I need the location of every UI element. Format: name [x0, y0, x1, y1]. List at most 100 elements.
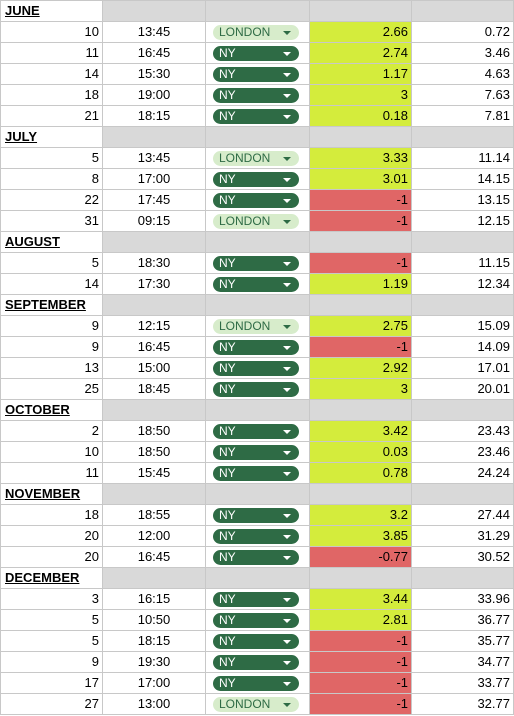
session-dropdown-chip[interactable]: NY: [213, 172, 299, 187]
cumulative-total-cell[interactable]: 13.15: [412, 190, 514, 211]
time-cell[interactable]: 12:15: [103, 316, 206, 337]
day-cell[interactable]: 14: [0, 274, 103, 295]
time-cell[interactable]: 15:00: [103, 358, 206, 379]
session-cell[interactable]: NY: [206, 169, 310, 190]
session-cell[interactable]: NY: [206, 337, 310, 358]
time-cell[interactable]: 17:00: [103, 169, 206, 190]
header-empty-cell[interactable]: [206, 127, 310, 148]
result-cell[interactable]: 2.92: [310, 358, 412, 379]
dropdown-arrow-icon[interactable]: [283, 388, 291, 392]
day-cell[interactable]: 11: [0, 43, 103, 64]
cumulative-total-cell[interactable]: 17.01: [412, 358, 514, 379]
session-cell[interactable]: NY: [206, 421, 310, 442]
header-empty-cell[interactable]: [310, 295, 412, 316]
result-cell[interactable]: 1.19: [310, 274, 412, 295]
dropdown-arrow-icon[interactable]: [283, 619, 291, 623]
cumulative-total-cell[interactable]: 14.15: [412, 169, 514, 190]
time-cell[interactable]: 18:15: [103, 631, 206, 652]
session-dropdown-chip[interactable]: NY: [213, 382, 299, 397]
result-cell[interactable]: 2.81: [310, 610, 412, 631]
time-cell[interactable]: 09:15: [103, 211, 206, 232]
cumulative-total-cell[interactable]: 7.63: [412, 85, 514, 106]
session-dropdown-chip[interactable]: NY: [213, 655, 299, 670]
time-cell[interactable]: 19:30: [103, 652, 206, 673]
day-cell[interactable]: 8: [0, 169, 103, 190]
header-empty-cell[interactable]: [310, 1, 412, 22]
day-cell[interactable]: 31: [0, 211, 103, 232]
time-cell[interactable]: 13:45: [103, 148, 206, 169]
month-label[interactable]: JUNE: [0, 1, 103, 22]
session-dropdown-chip[interactable]: LONDON: [213, 151, 299, 166]
day-cell[interactable]: 20: [0, 547, 103, 568]
time-cell[interactable]: 18:30: [103, 253, 206, 274]
dropdown-arrow-icon[interactable]: [283, 199, 291, 203]
cumulative-total-cell[interactable]: 11.15: [412, 253, 514, 274]
cumulative-total-cell[interactable]: 23.46: [412, 442, 514, 463]
session-cell[interactable]: NY: [206, 274, 310, 295]
dropdown-arrow-icon[interactable]: [283, 556, 291, 560]
result-cell[interactable]: 3.01: [310, 169, 412, 190]
time-cell[interactable]: 17:45: [103, 190, 206, 211]
dropdown-arrow-icon[interactable]: [283, 661, 291, 665]
cumulative-total-cell[interactable]: 34.77: [412, 652, 514, 673]
header-empty-cell[interactable]: [412, 232, 514, 253]
day-cell[interactable]: 9: [0, 652, 103, 673]
month-label[interactable]: NOVEMBER: [0, 484, 103, 505]
time-cell[interactable]: 18:50: [103, 442, 206, 463]
cumulative-total-cell[interactable]: 23.43: [412, 421, 514, 442]
dropdown-arrow-icon[interactable]: [283, 367, 291, 371]
time-cell[interactable]: 12:00: [103, 526, 206, 547]
cumulative-total-cell[interactable]: 33.77: [412, 673, 514, 694]
dropdown-arrow-icon[interactable]: [283, 535, 291, 539]
day-cell[interactable]: 9: [0, 316, 103, 337]
header-empty-cell[interactable]: [206, 568, 310, 589]
day-cell[interactable]: 25: [0, 379, 103, 400]
cumulative-total-cell[interactable]: 7.81: [412, 106, 514, 127]
cumulative-total-cell[interactable]: 3.46: [412, 43, 514, 64]
time-cell[interactable]: 19:00: [103, 85, 206, 106]
header-empty-cell[interactable]: [412, 295, 514, 316]
header-empty-cell[interactable]: [310, 232, 412, 253]
result-cell[interactable]: 3: [310, 85, 412, 106]
cumulative-total-cell[interactable]: 24.24: [412, 463, 514, 484]
dropdown-arrow-icon[interactable]: [283, 283, 291, 287]
session-cell[interactable]: NY: [206, 442, 310, 463]
dropdown-arrow-icon[interactable]: [283, 346, 291, 350]
time-cell[interactable]: 17:00: [103, 673, 206, 694]
result-cell[interactable]: -1: [310, 673, 412, 694]
session-dropdown-chip[interactable]: LONDON: [213, 319, 299, 334]
result-cell[interactable]: 0.03: [310, 442, 412, 463]
session-cell[interactable]: NY: [206, 631, 310, 652]
session-dropdown-chip[interactable]: NY: [213, 193, 299, 208]
day-cell[interactable]: 27: [0, 694, 103, 715]
session-dropdown-chip[interactable]: NY: [213, 676, 299, 691]
time-cell[interactable]: 18:15: [103, 106, 206, 127]
dropdown-arrow-icon[interactable]: [283, 115, 291, 119]
dropdown-arrow-icon[interactable]: [283, 73, 291, 77]
time-cell[interactable]: 10:50: [103, 610, 206, 631]
session-dropdown-chip[interactable]: LONDON: [213, 697, 299, 712]
result-cell[interactable]: 1.17: [310, 64, 412, 85]
session-cell[interactable]: LONDON: [206, 148, 310, 169]
session-cell[interactable]: NY: [206, 652, 310, 673]
dropdown-arrow-icon[interactable]: [283, 220, 291, 224]
dropdown-arrow-icon[interactable]: [283, 598, 291, 602]
header-empty-cell[interactable]: [310, 127, 412, 148]
session-dropdown-chip[interactable]: NY: [213, 592, 299, 607]
cumulative-total-cell[interactable]: 14.09: [412, 337, 514, 358]
time-cell[interactable]: 13:00: [103, 694, 206, 715]
header-empty-cell[interactable]: [103, 232, 206, 253]
result-cell[interactable]: -1: [310, 337, 412, 358]
result-cell[interactable]: 0.18: [310, 106, 412, 127]
header-empty-cell[interactable]: [206, 1, 310, 22]
result-cell[interactable]: 3: [310, 379, 412, 400]
month-label[interactable]: OCTOBER: [0, 400, 103, 421]
session-cell[interactable]: NY: [206, 85, 310, 106]
session-dropdown-chip[interactable]: NY: [213, 109, 299, 124]
cumulative-total-cell[interactable]: 4.63: [412, 64, 514, 85]
session-cell[interactable]: NY: [206, 64, 310, 85]
session-cell[interactable]: NY: [206, 547, 310, 568]
session-cell[interactable]: NY: [206, 43, 310, 64]
dropdown-arrow-icon[interactable]: [283, 451, 291, 455]
cumulative-total-cell[interactable]: 30.52: [412, 547, 514, 568]
